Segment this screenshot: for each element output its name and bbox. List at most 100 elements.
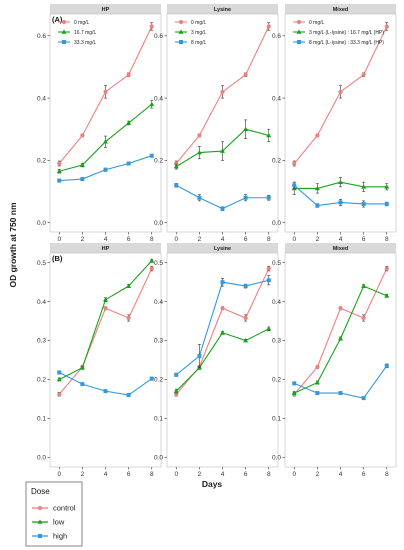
data-point (266, 278, 271, 283)
data-point (361, 315, 366, 321)
dose-legend-swatch-marker (37, 519, 43, 524)
y-tick-label: 0.3 (272, 338, 281, 345)
data-point (338, 306, 343, 311)
data-point (361, 396, 366, 401)
y-tick-label: 0.2 (37, 377, 46, 384)
x-axis-title: Days (202, 479, 223, 489)
legend-label: 3 mg/L (191, 30, 207, 36)
x-tick-label: 0 (292, 471, 296, 478)
data-point (314, 185, 320, 191)
x-tick-label: 4 (104, 471, 108, 478)
y-tick-label: 0.0 (37, 220, 46, 227)
data-point (174, 372, 179, 377)
data-point (292, 381, 297, 386)
y-tick-label: 0.2 (272, 158, 281, 165)
data-point (315, 391, 320, 396)
data-point (80, 177, 85, 182)
x-tick-label: 8 (267, 471, 271, 478)
y-tick-label: 0.1 (154, 416, 163, 423)
x-tick-label: 0 (57, 471, 61, 478)
data-point (173, 164, 179, 169)
x-tick-label: 4 (104, 236, 108, 243)
data-point (315, 203, 320, 208)
panel: Mixed 0.0 0.2 0.4 0.6 0 2 4 6 8 0 mg/L 3 mg/L (L-ly… (272, 4, 397, 243)
panel: Lysine 0.0 0.2 0.4 0.6 0 2 4 6 8 0 mg/L 3 mg/L 8 mg/… (154, 4, 279, 243)
y-tick-label: 0.2 (272, 377, 281, 384)
data-point (197, 354, 202, 359)
y-axis-title: OD growth at 750 nm (8, 202, 18, 287)
data-point (220, 306, 225, 311)
data-point (149, 376, 154, 381)
legend-swatch-marker (179, 40, 183, 44)
data-point (149, 258, 155, 263)
x-tick-label: 2 (198, 471, 202, 478)
x-tick-label: 8 (150, 236, 154, 243)
data-point (149, 101, 155, 107)
y-tick-label: 0.6 (154, 33, 163, 40)
data-point (315, 133, 320, 138)
legend-label: 16.7 mg/L (74, 30, 96, 36)
data-point (291, 390, 297, 395)
dose-legend-title: Dose (31, 487, 50, 496)
y-tick-label: 0.5 (154, 260, 163, 267)
dose-legend-swatch-marker (37, 505, 43, 511)
y-tick-label: 0.4 (154, 299, 163, 306)
data-point (266, 266, 271, 271)
data-point (149, 266, 154, 271)
dose-legend-label: high (53, 532, 67, 541)
data-point (126, 315, 131, 321)
data-point (103, 89, 108, 94)
y-tick-label: 0.1 (37, 416, 46, 423)
panel: Mixed 0.0 0.1 0.2 0.3 0.4 0.5 0 2 4 6 8 (272, 243, 397, 478)
panel-background (166, 13, 279, 233)
x-tick-label: 8 (385, 236, 389, 243)
dose-legend-label: low (53, 518, 65, 527)
y-tick-label: 0.4 (37, 95, 46, 102)
y-tick-label: 0.2 (154, 377, 163, 384)
panel: Lysine 0.0 0.1 0.2 0.3 0.4 0.5 0 2 4 6 8 (154, 243, 279, 478)
data-point (174, 161, 179, 166)
panel: HP (A) 0.0 0.2 0.4 0.6 0 2 4 6 8 0 mg/L 16.7 mg/L 33.… (37, 4, 162, 243)
data-point (338, 391, 343, 396)
x-tick-label: 8 (150, 471, 154, 478)
x-tick-label: 4 (221, 471, 225, 478)
data-point (384, 24, 389, 29)
legend-swatch-marker (61, 19, 67, 25)
data-point (266, 132, 272, 138)
data-point (57, 392, 62, 397)
data-point (266, 24, 271, 29)
legend-label: 8 mg/L (191, 40, 207, 46)
data-point (126, 393, 131, 398)
dose-legend-label: control (53, 504, 76, 513)
y-tick-label: 0.0 (272, 220, 281, 227)
y-tick-label: 0.3 (154, 338, 163, 345)
panel-strip (285, 4, 396, 14)
panel-title: HP (102, 246, 110, 252)
data-point (149, 24, 154, 29)
data-point (338, 336, 343, 341)
data-point (126, 161, 131, 166)
legend-label: 0 mg/L (309, 20, 325, 26)
data-point (292, 161, 297, 166)
x-tick-label: 0 (57, 236, 61, 243)
y-tick-label: 0.3 (37, 338, 46, 345)
panel-strip (285, 243, 396, 253)
data-point (315, 364, 320, 370)
panel: HP (B) 0.0 0.1 0.2 0.3 0.4 0.5 0 2 4 6 8 (37, 243, 162, 478)
dose-legend-box (25, 481, 83, 547)
data-point (243, 337, 249, 343)
panel-legend: 0 mg/L 3 mg/L 8 mg/L (175, 20, 207, 46)
y-tick-label: 0.5 (272, 260, 281, 267)
data-point (361, 184, 367, 189)
x-tick-label: 2 (81, 471, 85, 478)
data-point (57, 370, 62, 375)
y-tick-label: 0.5 (37, 260, 46, 267)
data-point (243, 284, 248, 289)
x-tick-label: 2 (81, 236, 85, 243)
data-point (220, 280, 225, 285)
x-tick-label: 8 (385, 471, 389, 478)
panel-title: Lysine (214, 246, 231, 252)
data-point (361, 283, 367, 288)
panel-background (49, 13, 162, 233)
data-point (220, 148, 225, 153)
